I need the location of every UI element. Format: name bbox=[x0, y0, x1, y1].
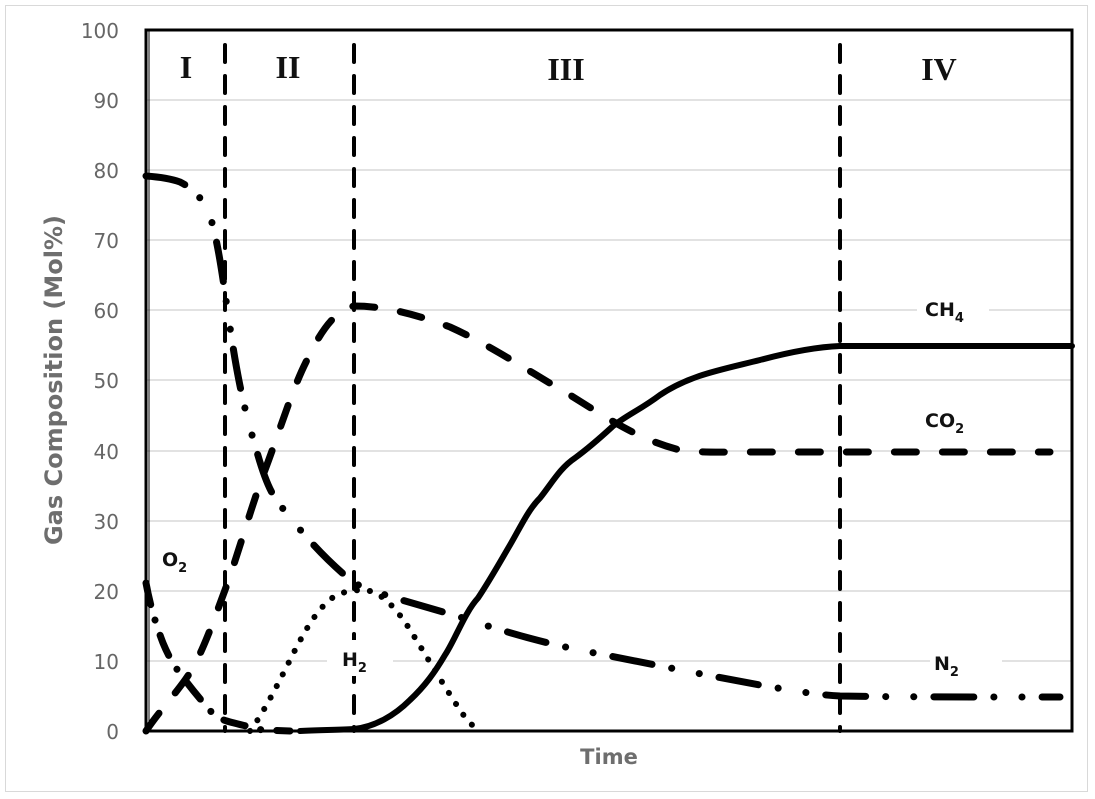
series-h2 bbox=[247, 586, 485, 734]
phase-label-I: I bbox=[180, 49, 192, 85]
phase-label-II: II bbox=[276, 49, 301, 85]
y-axis-title: Gas Composition (Mol%) bbox=[40, 215, 68, 545]
gridlines bbox=[147, 99, 1072, 662]
label-co2: CO2 bbox=[925, 410, 964, 437]
phase-label-IV: IV bbox=[921, 51, 957, 87]
phase-label-III: III bbox=[547, 51, 584, 87]
y-tick-60: 60 bbox=[94, 299, 119, 323]
phase-dividers bbox=[223, 43, 842, 733]
label-backgrounds bbox=[327, 290, 1002, 676]
series-ch4 bbox=[297, 343, 1075, 734]
label-n2: N2 bbox=[934, 653, 959, 680]
y-tick-10: 10 bbox=[94, 650, 119, 674]
y-tick-20: 20 bbox=[94, 580, 119, 604]
y-tick-50: 50 bbox=[94, 369, 119, 393]
series-co2 bbox=[142, 302, 1054, 735]
y-tick-100: 100 bbox=[81, 19, 119, 43]
phase-labels: I II III IV bbox=[180, 49, 957, 87]
y-axis-ticks: 100 90 80 70 60 50 40 30 20 10 0 bbox=[81, 19, 119, 744]
y-tick-90: 90 bbox=[94, 89, 119, 113]
x-axis-title: Time bbox=[580, 745, 638, 769]
series-o2 bbox=[142, 579, 294, 735]
y-tick-40: 40 bbox=[94, 440, 119, 464]
y-tick-70: 70 bbox=[94, 229, 119, 253]
label-h2: H2 bbox=[342, 649, 367, 676]
y-tick-80: 80 bbox=[94, 159, 119, 183]
plot-border bbox=[144, 28, 1074, 733]
label-o2: O2 bbox=[162, 549, 187, 576]
label-ch4: CH4 bbox=[925, 299, 964, 326]
y-tick-0: 0 bbox=[106, 720, 119, 744]
y-tick-30: 30 bbox=[94, 510, 119, 534]
